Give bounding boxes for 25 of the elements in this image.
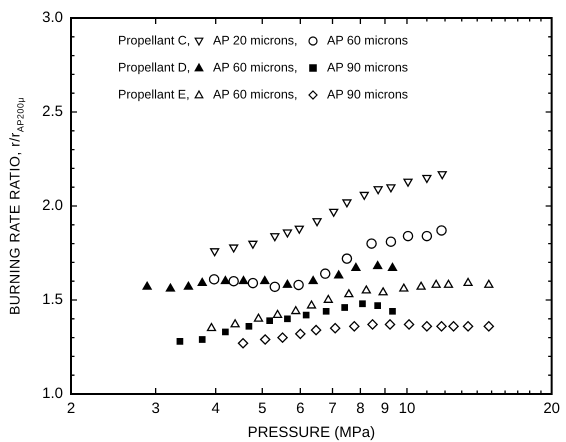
y-tick-label: 1.5	[42, 291, 63, 308]
x-tick-label: 8	[356, 400, 365, 418]
y-tick-label: 3.0	[42, 9, 63, 26]
x-tick-label: 5	[258, 400, 266, 418]
annotation: Propellant C,	[118, 33, 190, 48]
legend-label: AP 90 microns	[327, 87, 408, 102]
x-tick-label: 9	[380, 400, 390, 418]
x-tick-label: 6	[296, 400, 305, 418]
y-tick-label: 2.5	[42, 103, 63, 120]
x-tick-label: 20	[543, 400, 560, 418]
y-tick-label: 2.0	[42, 197, 63, 214]
annotation: Propellant E,	[118, 87, 190, 102]
x-tick-label: 3	[151, 400, 160, 418]
legend-label: AP 60 microns	[327, 33, 408, 48]
y-tick-label: 1.0	[42, 385, 63, 402]
x-tick-label: 7	[328, 400, 337, 418]
legend-label: AP 60 microns,	[213, 60, 298, 74]
x-axis-title: PRESSURE (MPa)	[248, 424, 376, 442]
legend-label: AP 90 microns	[327, 60, 408, 74]
legend-label: AP 60 microns,	[213, 87, 298, 102]
annotation: Propellant D,	[118, 60, 190, 74]
x-tick-label: 4	[212, 400, 220, 418]
x-tick-label: 10	[398, 400, 416, 418]
x-tick-label: 2	[66, 400, 76, 418]
legend-label: AP 20 microns,	[213, 33, 298, 48]
